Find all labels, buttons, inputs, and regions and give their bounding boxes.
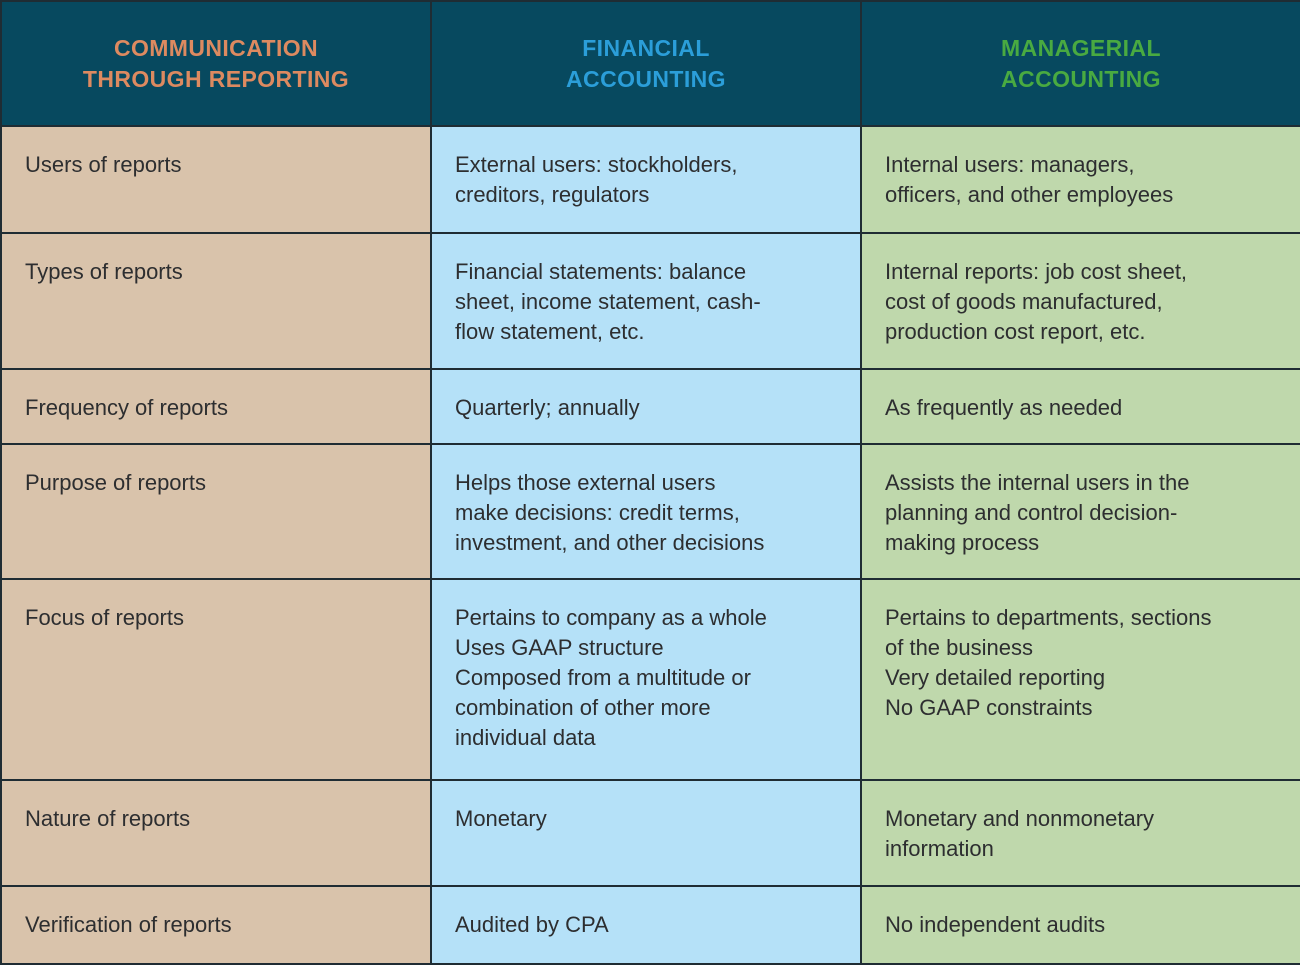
- row-types-of-reports: Types of reports Financial statements: b…: [0, 232, 1300, 370]
- managerial-cell: No independent audits: [860, 885, 1300, 965]
- financial-cell: External users: stockholders, creditors,…: [430, 125, 862, 234]
- row-verification-of-reports: Verification of reports Audited by CPA N…: [0, 885, 1300, 965]
- managerial-cell: Internal users: managers, officers, and …: [860, 125, 1300, 234]
- row-label: Frequency of reports: [0, 368, 432, 445]
- row-label: Nature of reports: [0, 779, 432, 887]
- managerial-cell: As frequently as needed: [860, 368, 1300, 445]
- financial-cell: Financial statements: balance sheet, inc…: [430, 232, 862, 370]
- row-label: Types of reports: [0, 232, 432, 370]
- financial-cell: Audited by CPA: [430, 885, 862, 965]
- managerial-cell: Monetary and nonmonetary information: [860, 779, 1300, 887]
- row-frequency-of-reports: Frequency of reports Quarterly; annually…: [0, 368, 1300, 445]
- financial-cell: Pertains to company as a whole Uses GAAP…: [430, 578, 862, 781]
- header-row: COMMUNICATION THROUGH REPORTING FINANCIA…: [0, 0, 1300, 127]
- row-focus-of-reports: Focus of reports Pertains to company as …: [0, 578, 1300, 781]
- row-label: Verification of reports: [0, 885, 432, 965]
- row-users-of-reports: Users of reports External users: stockho…: [0, 125, 1300, 234]
- header-communication-through-reporting: COMMUNICATION THROUGH REPORTING: [0, 0, 432, 127]
- row-label: Users of reports: [0, 125, 432, 234]
- managerial-cell: Assists the internal users in the planni…: [860, 443, 1300, 580]
- row-nature-of-reports: Nature of reports Monetary Monetary and …: [0, 779, 1300, 887]
- row-label: Purpose of reports: [0, 443, 432, 580]
- financial-cell: Monetary: [430, 779, 862, 887]
- header-financial-accounting: FINANCIAL ACCOUNTING: [430, 0, 862, 127]
- row-purpose-of-reports: Purpose of reports Helps those external …: [0, 443, 1300, 580]
- row-label: Focus of reports: [0, 578, 432, 781]
- header-managerial-accounting: MANAGERIAL ACCOUNTING: [860, 0, 1300, 127]
- managerial-cell: Pertains to departments, sections of the…: [860, 578, 1300, 781]
- financial-cell: Helps those external users make decision…: [430, 443, 862, 580]
- financial-cell: Quarterly; annually: [430, 368, 862, 445]
- managerial-cell: Internal reports: job cost sheet, cost o…: [860, 232, 1300, 370]
